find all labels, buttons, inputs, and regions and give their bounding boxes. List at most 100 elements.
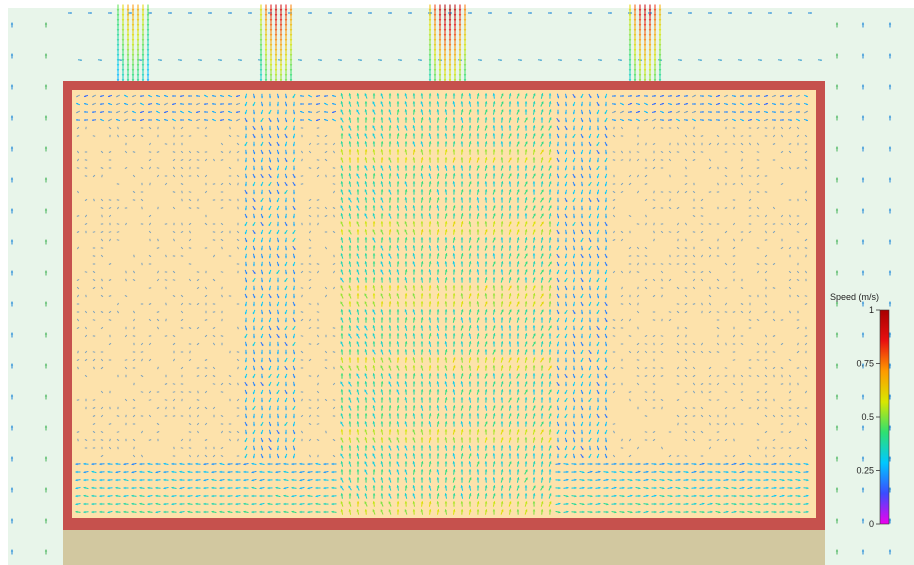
- room-arrow-head: [564, 136, 567, 139]
- room-arrow-head: [348, 125, 351, 128]
- outside-arrow-head: [80, 59, 82, 61]
- outside-arrow-head: [10, 270, 14, 273]
- room-arrow-head: [356, 101, 359, 104]
- jet-arrow-head: [259, 79, 263, 82]
- room-arrow-head: [557, 119, 560, 122]
- room-arrow: [732, 271, 736, 273]
- room-arrow: [220, 182, 224, 186]
- room-arrow-head: [557, 96, 560, 99]
- room-arrow: [164, 182, 168, 186]
- jet-arrow-head: [638, 79, 642, 82]
- room-arrow-head: [404, 125, 407, 128]
- room-arrow-head: [388, 165, 392, 168]
- room-arrow-head: [244, 184, 247, 187]
- room-arrow-head: [589, 144, 592, 147]
- room-arrow-head: [646, 95, 648, 97]
- room-arrow-head: [316, 95, 318, 97]
- room-arrow: [117, 134, 119, 138]
- room-arrow-head: [380, 133, 383, 136]
- room-arrow-head: [76, 111, 78, 113]
- room-arrow-head: [556, 184, 559, 187]
- room-arrow: [116, 239, 120, 241]
- room-arrow-head: [261, 168, 264, 171]
- room-arrow-head: [292, 95, 295, 98]
- room-arrow-head: [646, 111, 648, 113]
- room-arrow-head: [500, 125, 504, 128]
- room-arrow-head: [220, 103, 222, 105]
- outside-arrow-head: [110, 12, 112, 14]
- room-arrow-head: [476, 109, 480, 112]
- room-arrow: [148, 126, 152, 130]
- room-arrow-head: [300, 95, 302, 97]
- room-arrow-head: [444, 181, 448, 184]
- outside-arrow-head: [390, 12, 392, 14]
- room-arrow-head: [428, 181, 432, 184]
- room-arrow-head: [228, 95, 230, 97]
- room-arrow-head: [532, 141, 536, 144]
- room-arrow-head: [164, 103, 166, 105]
- room-arrow-head: [484, 141, 488, 144]
- outside-arrow-head: [835, 518, 839, 521]
- room-arrow-head: [380, 157, 384, 160]
- room-arrow: [301, 158, 303, 162]
- room-arrow-head: [476, 181, 480, 184]
- room-arrow-head: [468, 141, 472, 144]
- outside-arrow-head: [610, 12, 612, 14]
- room-arrow: [92, 174, 96, 178]
- room-arrow-head: [285, 152, 288, 155]
- room-arrow: [788, 150, 792, 154]
- room-arrow-head: [516, 101, 520, 104]
- room-arrow-head: [276, 104, 279, 107]
- room-arrow-head: [285, 96, 288, 99]
- room-arrow-head: [460, 173, 464, 176]
- room-arrow-head: [156, 111, 158, 113]
- room-arrow-head: [428, 141, 432, 144]
- room-arrow: [700, 135, 704, 137]
- outside-arrow-head: [44, 518, 48, 521]
- room-arrow-head: [670, 95, 672, 97]
- room-arrow-head: [372, 125, 375, 128]
- room-arrow-head: [605, 144, 608, 146]
- room-arrow: [76, 150, 80, 154]
- room-arrow-head: [589, 168, 592, 171]
- room-arrow-head: [540, 181, 544, 184]
- room-arrow-head: [76, 95, 78, 97]
- room-arrow-head: [758, 111, 760, 113]
- room-arrow-head: [396, 117, 400, 120]
- room-arrow: [668, 191, 672, 193]
- room-arrow-head: [766, 119, 768, 121]
- room-arrow-head: [678, 119, 680, 121]
- room-arrow-head: [293, 176, 296, 178]
- room-arrow: [220, 142, 224, 146]
- room-arrow-head: [468, 165, 472, 168]
- room-interior: [72, 90, 816, 518]
- room-arrow-head: [750, 119, 752, 121]
- room-arrow-head: [565, 96, 568, 99]
- room-arrow-head: [372, 117, 376, 120]
- room-arrow-head: [372, 109, 375, 112]
- room-arrow: [124, 134, 128, 138]
- jet-arrow-head: [116, 79, 120, 82]
- room-arrow: [149, 142, 151, 146]
- room-arrow-head: [100, 119, 102, 121]
- room-arrow-head: [188, 119, 190, 121]
- outside-arrow-head: [570, 12, 572, 14]
- room-arrow-head: [340, 93, 344, 96]
- room-arrow: [92, 231, 96, 233]
- room-arrow-head: [492, 149, 496, 152]
- room-arrow-head: [261, 104, 264, 107]
- room-arrow-head: [244, 144, 247, 146]
- room-arrow-head: [396, 101, 400, 104]
- room-arrow-head: [597, 120, 599, 123]
- room-arrow: [685, 166, 687, 170]
- room-arrow-head: [444, 93, 448, 96]
- room-arrow-head: [100, 95, 102, 97]
- room-arrow-head: [364, 117, 368, 120]
- outside-arrow-head: [888, 208, 892, 211]
- room-arrow-head: [532, 101, 536, 104]
- room-arrow: [645, 158, 647, 162]
- room-arrow-head: [228, 119, 230, 121]
- room-arrow-head: [742, 95, 744, 97]
- room-arrow-head: [116, 119, 118, 121]
- room-arrow-head: [412, 181, 416, 184]
